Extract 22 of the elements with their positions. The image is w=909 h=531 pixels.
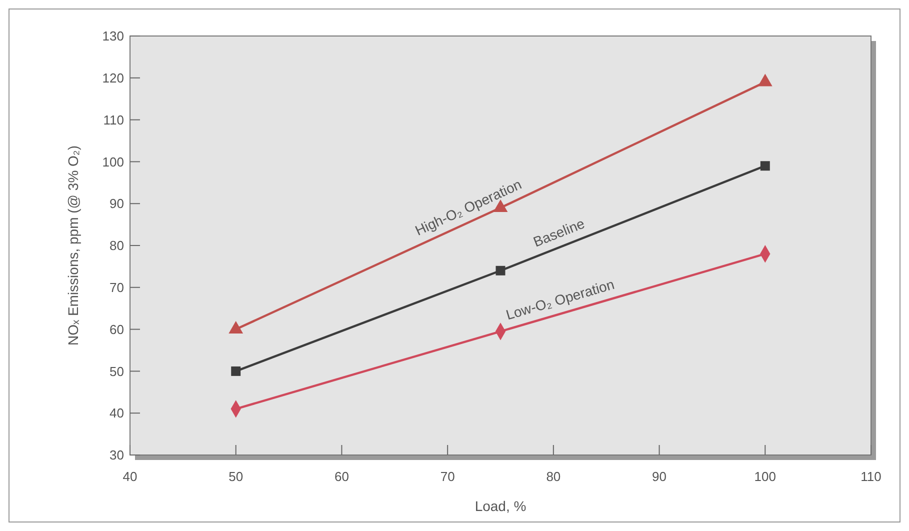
y-tick-label: 50 [110,364,124,379]
y-tick-label: 60 [110,322,124,337]
y-tick-label: 80 [110,238,124,254]
y-tick-label: 100 [102,154,124,170]
y-axis-title: NOₓ Emissions, ppm (@ 3% O₂) [65,145,81,346]
x-tick-label: 50 [228,469,244,484]
x-axis-title: Load, % [474,498,526,514]
y-tick-label: 70 [110,280,124,295]
x-tick-label: 90 [652,469,667,484]
x-tick-label: 110 [860,469,882,484]
x-tick-label: 40 [122,469,138,484]
y-tick-label: 120 [102,70,124,86]
y-tick-label: 40 [110,406,124,421]
x-tick-label: 100 [754,469,776,484]
x-tick-label: 70 [440,469,455,484]
y-tick-label: 30 [110,448,124,463]
text: Low-O₂ Operation [504,276,616,323]
y-tick-label: 110 [103,112,124,128]
y-tick-label: 90 [110,196,124,212]
y-tick-label: 130 [102,28,124,44]
x-tick-label: 60 [334,469,349,484]
x-tick-label: 80 [546,469,561,484]
